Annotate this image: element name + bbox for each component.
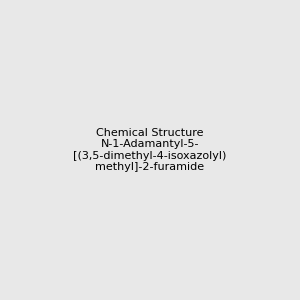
Text: Chemical Structure
N-1-Adamantyl-5-
[(3,5-dimethyl-4-isoxazolyl)
methyl]-2-furam: Chemical Structure N-1-Adamantyl-5- [(3,…: [73, 128, 227, 172]
